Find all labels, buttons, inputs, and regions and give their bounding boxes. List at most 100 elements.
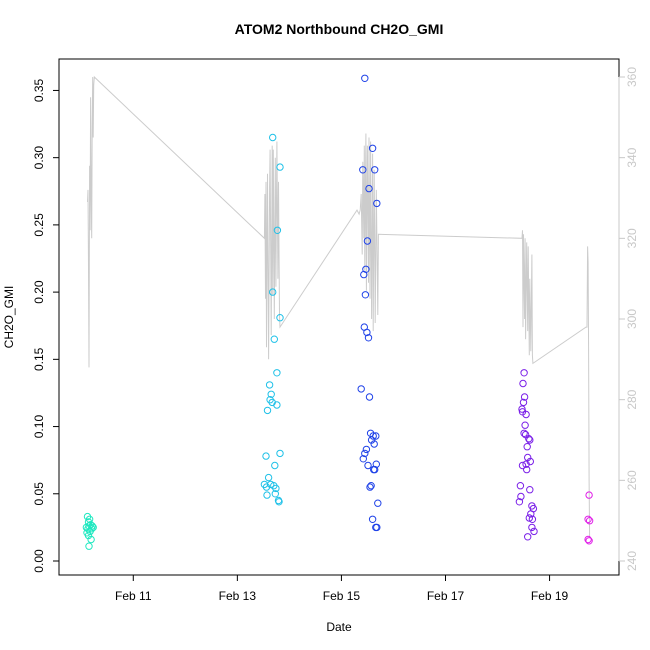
series-3 bbox=[515, 369, 538, 541]
data-point bbox=[516, 482, 525, 490]
y2-tick-label: 300 bbox=[625, 309, 639, 329]
y-axis-label: CH2O_GMI bbox=[2, 286, 16, 349]
data-point bbox=[276, 314, 284, 322]
data-point bbox=[365, 393, 374, 401]
data-point bbox=[518, 461, 527, 470]
data-point bbox=[585, 517, 594, 525]
data-point bbox=[370, 440, 378, 448]
y-tick-label: 0.25 bbox=[32, 213, 46, 237]
data-point bbox=[520, 429, 528, 437]
data-point bbox=[526, 486, 534, 494]
y2-tick-label: 280 bbox=[625, 389, 639, 409]
x-axis-label: Date bbox=[326, 620, 352, 634]
data-point bbox=[528, 523, 536, 532]
data-point bbox=[273, 226, 282, 235]
data-point bbox=[84, 531, 93, 540]
data-point bbox=[524, 533, 532, 541]
data-point bbox=[87, 535, 95, 544]
y-tick-label: 0.10 bbox=[32, 415, 46, 439]
plot-frame bbox=[58, 58, 620, 576]
data-point bbox=[269, 288, 277, 296]
data-point bbox=[263, 491, 271, 499]
data-point bbox=[528, 515, 537, 523]
data-point bbox=[263, 406, 272, 415]
y-axis: 0.00 0.05 0.10 0.15 0.20 0.25 0.30 0.35 bbox=[32, 78, 60, 573]
data-point bbox=[584, 515, 592, 523]
data-point bbox=[523, 443, 531, 451]
x-tick-label: Feb 11 bbox=[115, 589, 152, 603]
y-tick-label: 0.05 bbox=[32, 482, 46, 506]
data-point bbox=[359, 166, 367, 174]
y-tick-label: 0.30 bbox=[32, 146, 46, 170]
data-point bbox=[365, 184, 373, 193]
data-point bbox=[364, 461, 372, 470]
data-point bbox=[264, 473, 273, 482]
series-2 bbox=[357, 74, 382, 532]
data-point bbox=[527, 510, 535, 518]
data-point bbox=[518, 405, 526, 413]
data-point bbox=[270, 335, 278, 343]
data-point bbox=[273, 369, 281, 377]
data-point bbox=[271, 461, 279, 470]
data-point bbox=[374, 499, 382, 507]
data-point bbox=[585, 537, 593, 545]
x-tick-label: Feb 19 bbox=[531, 589, 569, 603]
y-tick-label: 0.15 bbox=[32, 347, 46, 371]
data-point bbox=[85, 542, 93, 550]
temperature-line-path bbox=[87, 75, 591, 538]
data-point bbox=[526, 436, 534, 444]
data-point bbox=[276, 163, 284, 171]
data-point bbox=[275, 498, 283, 506]
data-point bbox=[363, 328, 371, 337]
data-point bbox=[368, 144, 377, 153]
data-point bbox=[520, 393, 529, 401]
data-point bbox=[525, 435, 533, 443]
data-point bbox=[372, 432, 380, 440]
data-point bbox=[367, 436, 376, 444]
y2-tick-label: 240 bbox=[625, 551, 639, 571]
data-point bbox=[373, 523, 381, 532]
data-point bbox=[85, 522, 93, 530]
data-point bbox=[369, 432, 377, 440]
data-point bbox=[361, 291, 370, 299]
data-point bbox=[367, 482, 375, 490]
data-point bbox=[515, 498, 524, 506]
data-point bbox=[269, 133, 277, 142]
data-point bbox=[360, 270, 368, 279]
x-tick-label: Feb 13 bbox=[219, 589, 257, 603]
data-point bbox=[273, 401, 281, 409]
x-axis: Feb 11 Feb 13 Feb 15 Feb 17 Feb 19 bbox=[115, 574, 569, 603]
series-1 bbox=[260, 133, 284, 506]
chart-title: ATOM2 Northbound CH2O_GMI bbox=[235, 21, 444, 37]
data-point bbox=[524, 453, 532, 462]
data-point bbox=[262, 452, 270, 460]
data-point bbox=[371, 465, 379, 474]
data-point bbox=[272, 484, 280, 493]
data-point bbox=[89, 523, 97, 532]
series-0 bbox=[82, 512, 97, 550]
data-point bbox=[366, 483, 374, 491]
data-point bbox=[522, 410, 530, 419]
data-point bbox=[584, 535, 592, 544]
data-point bbox=[362, 445, 371, 454]
data-point bbox=[267, 390, 275, 398]
data-point bbox=[364, 334, 373, 342]
series-group bbox=[82, 74, 594, 550]
data-point bbox=[519, 379, 527, 388]
data-point bbox=[521, 421, 529, 429]
data-point bbox=[521, 430, 530, 439]
y-tick-label: 0.00 bbox=[32, 549, 46, 573]
y2-tick-label: 260 bbox=[625, 470, 639, 490]
data-point bbox=[361, 449, 369, 458]
data-point bbox=[530, 527, 538, 536]
y-tick-label: 0.35 bbox=[32, 78, 46, 102]
y-tick-label: 0.20 bbox=[32, 280, 46, 304]
y2-tick-label: 360 bbox=[625, 67, 639, 87]
data-point bbox=[271, 490, 279, 498]
data-point bbox=[522, 460, 530, 468]
data-point bbox=[519, 398, 528, 407]
y2-axis: 240 260 280 300 320 340 360 bbox=[618, 67, 639, 571]
data-point bbox=[371, 166, 379, 174]
data-point bbox=[276, 449, 284, 458]
